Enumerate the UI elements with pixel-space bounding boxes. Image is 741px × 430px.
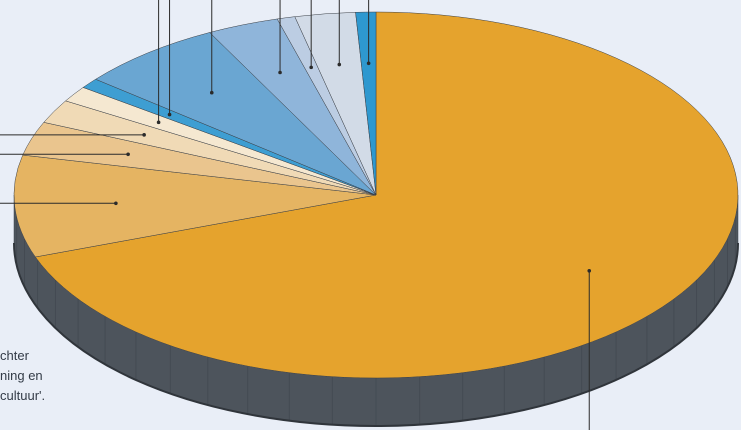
truncated-note: chter ning en cultuur'.: [0, 346, 140, 406]
leader-lines: [0, 0, 592, 430]
pie-side: [13, 195, 739, 427]
note-line-3: cultuur'.: [0, 388, 46, 403]
pie-top: [13, 11, 739, 379]
leader-dot: [209, 90, 214, 95]
leader-dot: [278, 70, 282, 75]
note-line-2: ning en: [0, 368, 43, 383]
note-line-1: chter: [0, 348, 29, 363]
leader-dot: [366, 61, 371, 66]
pie-slice-11: [355, 11, 377, 196]
leader-dot: [337, 62, 342, 67]
pie-slice-2: [13, 154, 377, 258]
leader-dot: [126, 152, 130, 157]
pie-side-wall: [14, 195, 738, 426]
leader-dot: [114, 201, 118, 206]
leader-dot: [587, 268, 592, 273]
side-bottom-rim: [13, 242, 739, 427]
pie-slice-7: [95, 32, 377, 196]
pie-slice-1: [35, 11, 739, 379]
leader-dot: [156, 120, 161, 125]
leader-dot: [309, 65, 313, 70]
leader-dot: [167, 112, 172, 117]
leader-dot: [142, 133, 146, 137]
